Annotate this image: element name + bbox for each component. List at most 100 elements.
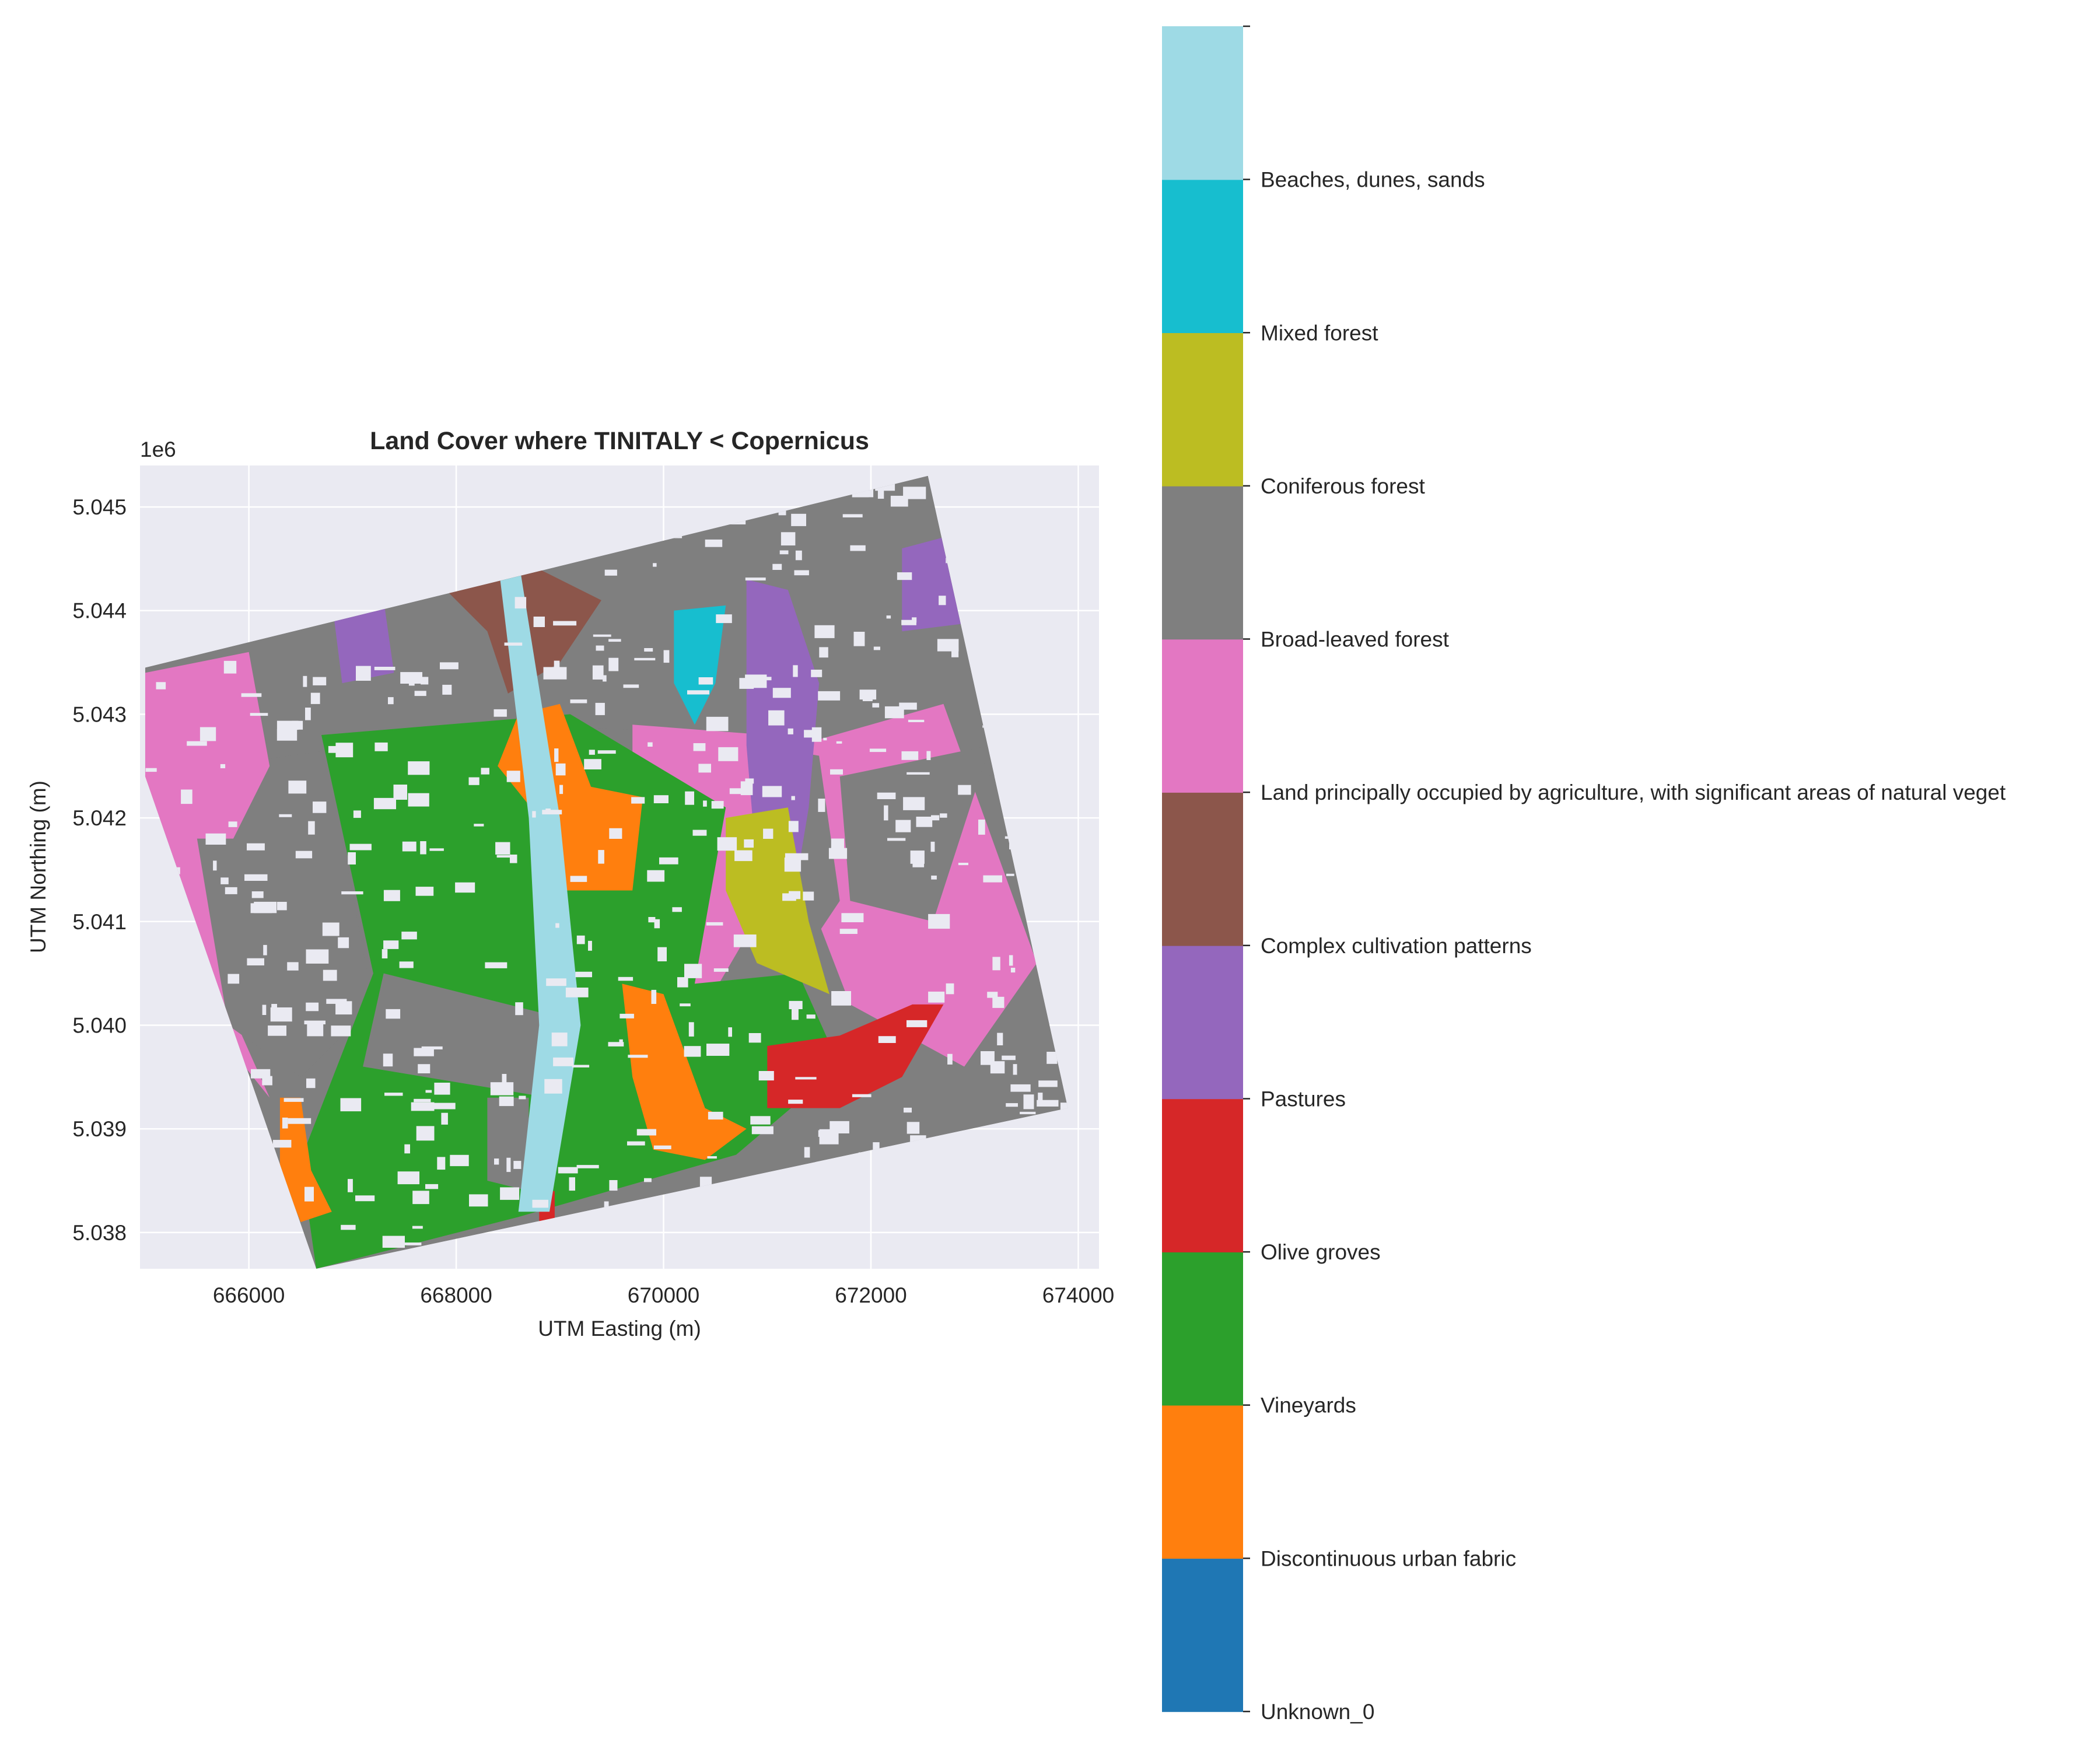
no-data-patch <box>872 703 880 708</box>
no-data-patch <box>958 785 971 795</box>
y-tick-label: 5.038 <box>72 1221 127 1245</box>
no-data-patch <box>408 793 429 807</box>
no-data-patch <box>544 1079 562 1094</box>
no-data-patch <box>772 688 791 698</box>
no-data-patch <box>335 1001 352 1015</box>
no-data-patch <box>474 824 484 827</box>
no-data-patch <box>308 821 315 835</box>
no-data-patch <box>254 902 261 911</box>
no-data-patch <box>383 890 400 901</box>
colorbar-tick-label: Pastures <box>1261 1087 1346 1111</box>
no-data-patch <box>795 550 802 561</box>
no-data-patch <box>814 625 835 638</box>
no-data-patch <box>733 935 757 947</box>
no-data-patch <box>200 727 216 741</box>
no-data-patch <box>818 691 841 701</box>
no-data-patch <box>672 907 682 912</box>
no-data-patch <box>383 1054 393 1067</box>
no-data-patch <box>684 964 702 978</box>
colorbar-segment <box>1162 945 1243 1100</box>
no-data-patch <box>555 763 566 776</box>
no-data-patch <box>830 1121 849 1133</box>
no-data-patch <box>978 820 985 835</box>
no-data-patch <box>651 989 657 1004</box>
no-data-patch <box>502 1074 507 1083</box>
no-data-patch <box>313 802 327 813</box>
no-data-patch <box>592 665 604 680</box>
no-data-patch <box>247 843 265 850</box>
colorbar-tick-label: Beaches, dunes, sands <box>1261 168 1485 192</box>
no-data-patch <box>247 958 264 965</box>
no-data-patch <box>429 848 444 851</box>
no-data-patch <box>886 615 891 619</box>
colorbar-segment <box>1162 485 1243 640</box>
no-data-patch <box>412 1226 423 1229</box>
no-data-patch <box>780 532 796 546</box>
no-data-patch <box>983 875 1002 883</box>
no-data-patch <box>636 1129 656 1136</box>
no-data-patch <box>618 977 634 981</box>
no-data-patch <box>853 632 865 646</box>
no-data-patch <box>288 1118 312 1124</box>
no-data-patch <box>588 940 592 951</box>
no-data-patch <box>698 677 713 685</box>
no-data-patch <box>628 1055 648 1058</box>
no-data-patch <box>434 1083 450 1095</box>
no-data-patch <box>895 820 911 832</box>
no-data-patch <box>481 768 489 775</box>
no-data-patch <box>268 1026 286 1036</box>
y-axis-ticks: 5.038 5.039 5.040 5.041 5.042 5.043 5.044 5.045 <box>72 495 127 1245</box>
no-data-patch <box>440 662 459 670</box>
no-data-patch <box>907 772 930 775</box>
no-data-patch <box>608 639 621 642</box>
no-data-patch <box>569 1177 575 1191</box>
no-data-patch <box>545 808 551 811</box>
no-data-patch <box>916 817 933 827</box>
no-data-patch <box>402 841 416 852</box>
no-data-patch <box>418 1064 430 1073</box>
no-data-patch <box>947 1054 953 1065</box>
no-data-patch <box>553 621 577 626</box>
no-data-patch <box>287 962 299 971</box>
no-data-patch <box>421 677 429 685</box>
no-data-patch <box>850 545 866 551</box>
colorbar: Unknown_0 Discontinuous urban fabric Viney… <box>1162 25 2006 1724</box>
no-data-patch <box>788 728 793 734</box>
y-offset-label: 1e6 <box>140 438 176 461</box>
no-data-patch <box>1013 1064 1017 1075</box>
no-data-patch <box>519 1096 526 1100</box>
no-data-patch <box>414 691 426 696</box>
no-data-patch <box>262 1076 272 1086</box>
no-data-patch <box>223 660 237 674</box>
no-data-patch <box>181 789 192 804</box>
no-data-patch <box>597 750 616 754</box>
y-axis-label: UTM Northing (m) <box>26 780 50 953</box>
no-data-patch <box>685 791 694 805</box>
no-data-patch <box>450 1154 469 1167</box>
no-data-patch <box>589 750 595 755</box>
no-data-patch <box>687 690 710 695</box>
no-data-patch <box>831 991 851 1006</box>
land-cover-region <box>279 1097 332 1222</box>
no-data-patch <box>558 1167 578 1174</box>
no-data-patch <box>765 677 772 681</box>
no-data-patch <box>762 786 782 797</box>
no-data-patch <box>384 1093 403 1096</box>
no-data-patch <box>657 947 667 961</box>
no-data-patch <box>869 748 887 752</box>
no-data-patch <box>555 923 559 928</box>
no-data-patch <box>946 983 954 995</box>
land-cover-raster <box>145 475 1068 1269</box>
no-data-patch <box>1009 955 1013 966</box>
no-data-patch <box>272 1140 292 1148</box>
no-data-patch <box>515 1002 523 1016</box>
no-data-patch <box>306 1002 319 1012</box>
no-data-patch <box>823 737 827 741</box>
no-data-patch <box>907 1122 920 1134</box>
no-data-patch <box>926 751 931 760</box>
colorbar-tick-label: Mixed forest <box>1261 321 1378 345</box>
no-data-patch <box>768 710 785 726</box>
y-tick-label: 5.040 <box>72 1014 127 1038</box>
no-data-patch <box>220 877 229 884</box>
no-data-patch <box>506 1157 511 1172</box>
